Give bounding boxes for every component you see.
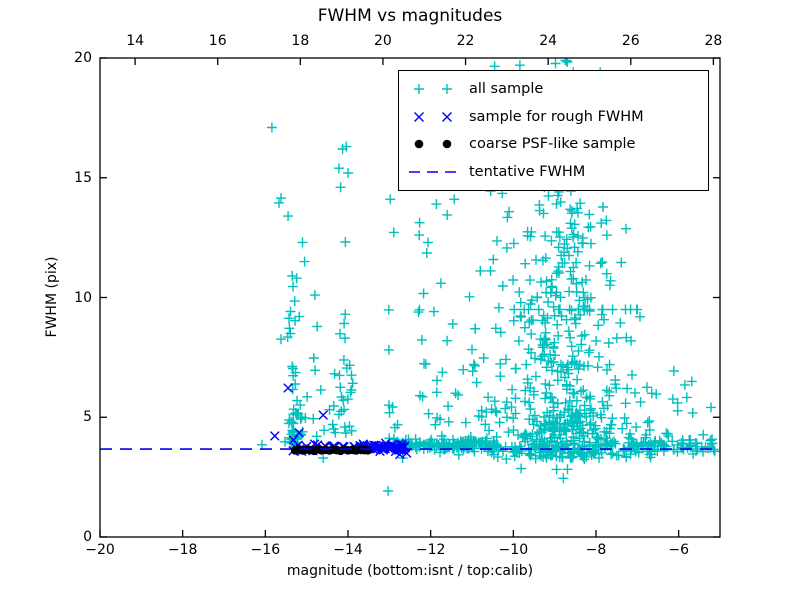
legend-label: coarse PSF-like sample	[469, 136, 636, 153]
dot-marker-icon	[414, 140, 452, 149]
legend-label: sample for rough FWHM	[469, 108, 644, 125]
y-tick-label: 20	[74, 50, 92, 66]
series-plus	[257, 58, 720, 496]
x-tick-label-bottom: −8	[585, 542, 607, 558]
legend-item-coarse-psf: coarse PSF-like sample	[405, 131, 704, 157]
x-marker-icon	[414, 111, 452, 122]
x-tick-label-bottom: −18	[167, 542, 198, 558]
x-tick-label-top: 28	[704, 33, 723, 49]
legend-item-rough-fwhm: sample for rough FWHM	[405, 104, 704, 130]
legend: all sample sample for rough FWHM coarse …	[398, 70, 709, 191]
y-tick-label: 5	[83, 409, 92, 426]
x-tick-label-bottom: −6	[668, 542, 689, 558]
x-tick-label-top: 14	[126, 33, 145, 49]
x-tick-label-top: 20	[374, 33, 392, 49]
y-axis-label: FWHM (pix)	[44, 256, 60, 338]
legend-item-tentative-fwhm: tentative FWHM	[405, 159, 704, 185]
y-tick-label: 0	[83, 529, 92, 545]
x-tick-label-bottom: −20	[85, 542, 115, 558]
x-tick-label-bottom: −10	[498, 542, 529, 558]
legend-item-all-sample: all sample	[405, 76, 704, 102]
x-tick-label-bottom: −16	[250, 542, 281, 558]
y-tick-label: 15	[74, 169, 92, 186]
x-tick-label-top: 26	[621, 33, 640, 49]
x-axis-label: magnitude (bottom:isnt / top:calib)	[286, 563, 534, 579]
x-tick-label-top: 22	[456, 33, 475, 49]
chart-title: FWHM vs magnitudes	[317, 6, 503, 26]
x-tick-label-bottom: −12	[415, 542, 446, 558]
x-tick-label-bottom: −14	[333, 542, 363, 558]
legend-label: tentative FWHM	[469, 164, 586, 181]
x-tick-label-top: 16	[208, 33, 227, 49]
plus-marker-icon	[414, 83, 452, 94]
x-tick-label-top: 18	[291, 33, 310, 49]
series-coarse-psf	[290, 445, 373, 456]
legend-label: all sample	[469, 80, 544, 97]
dashed-line-icon	[409, 171, 457, 173]
x-tick-label-top: 24	[539, 33, 558, 49]
data-points-layer	[100, 58, 720, 496]
y-tick-label: 10	[74, 289, 92, 306]
